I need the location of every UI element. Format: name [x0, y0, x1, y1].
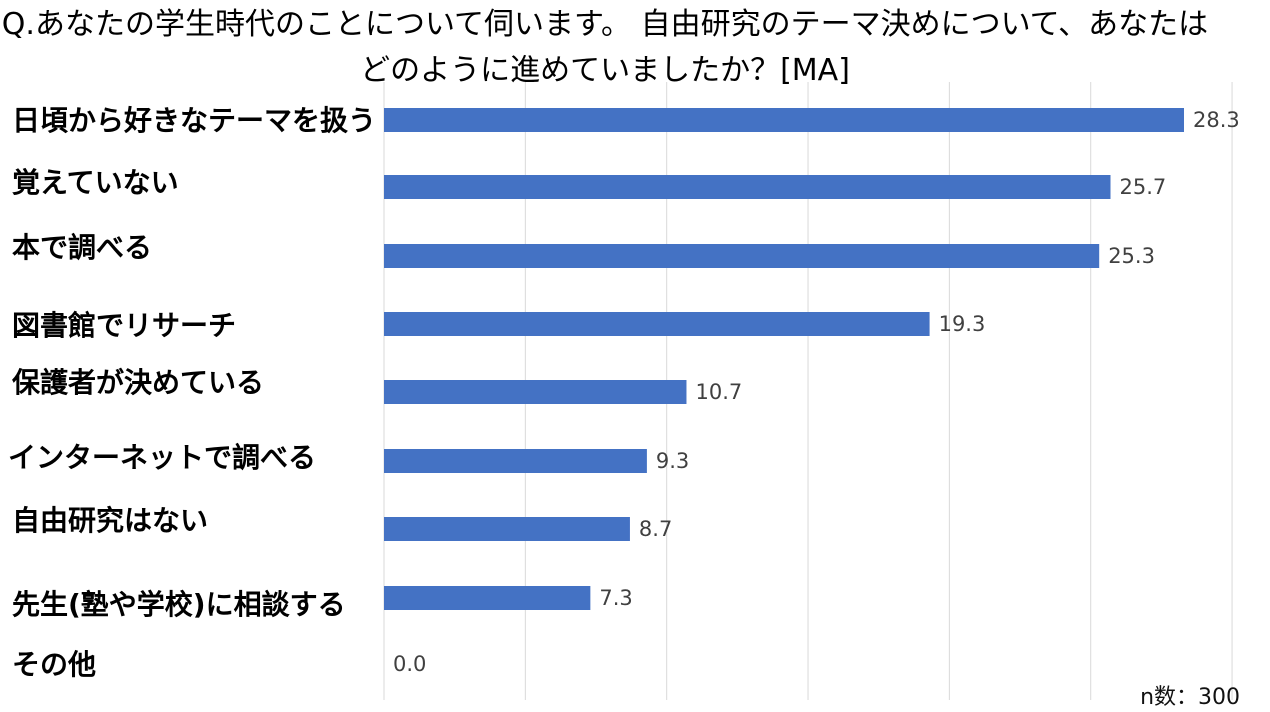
category-label: インターネットで調べる	[8, 441, 316, 474]
bar	[384, 586, 591, 610]
data-label: 9.3	[656, 449, 689, 473]
bar	[384, 312, 930, 336]
bar	[384, 175, 1111, 199]
data-label: 19.3	[939, 312, 986, 336]
sample-size-note: n数：300	[1140, 685, 1240, 710]
data-label: 7.3	[599, 586, 632, 610]
data-label: 0.0	[393, 652, 426, 676]
data-label: 8.7	[639, 517, 672, 541]
bar	[384, 517, 630, 541]
category-label: 保護者が決めている	[12, 366, 264, 399]
data-label: 25.3	[1108, 244, 1155, 268]
chart-title: Q.あなたの学生時代のことについて伺います。 自由研究のテーマ決めについて、あな…	[1, 7, 1209, 88]
data-label: 10.7	[695, 380, 742, 404]
category-label: 覚えていない	[12, 166, 179, 199]
category-label: 先生(塾や学校)に相談する	[12, 588, 346, 621]
bar	[384, 449, 647, 473]
bar	[384, 380, 687, 404]
category-label: 図書館でリサーチ	[12, 309, 236, 342]
category-label: その他	[12, 648, 96, 681]
bar	[384, 108, 1184, 132]
category-label: 日頃から好きなテーマを扱う	[12, 104, 376, 137]
data-label: 25.7	[1120, 175, 1167, 199]
category-label: 自由研究はない	[12, 504, 208, 537]
data-label: 28.3	[1193, 108, 1240, 132]
category-label: 本で調べる	[12, 231, 152, 264]
bar	[384, 244, 1100, 268]
